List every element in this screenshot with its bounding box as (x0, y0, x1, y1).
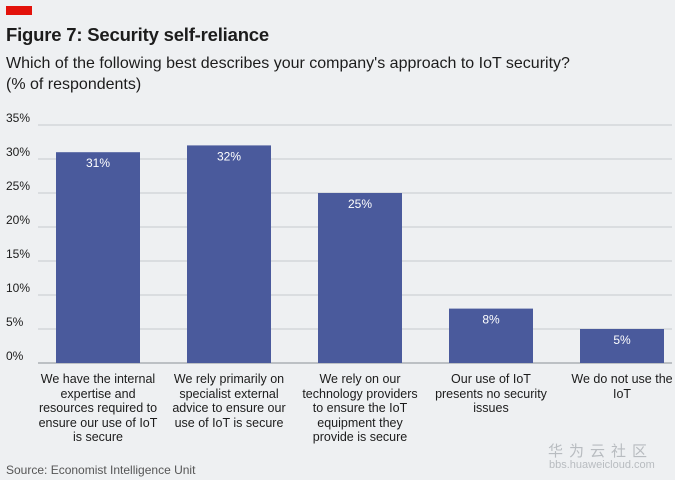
bar (449, 308, 533, 363)
bar (187, 145, 271, 363)
x-category-label: We rely primarily on specialist external a… (169, 372, 289, 430)
bar (580, 329, 664, 363)
x-category-label-line: We rely on our (319, 372, 401, 386)
x-category-label-line: to ensure the IoT (312, 401, 408, 415)
x-category-label-line: technology providers (302, 386, 418, 401)
x-category-label-line: resources required to (38, 401, 158, 415)
y-tick-label: 5% (6, 315, 24, 329)
y-tick-label: 35% (6, 111, 30, 125)
x-category-label-line: use of IoT is secure (174, 415, 284, 430)
x-category-label-line: is secure (72, 430, 124, 444)
x-category-label-line: equipment they (317, 415, 403, 430)
watermark-url: bbs.huaweicloud.com (549, 459, 655, 471)
watermark-chinese: 华为云社区 (548, 443, 654, 460)
bar (318, 193, 402, 363)
y-tick-label: 15% (6, 247, 30, 261)
bar-value-label: 31% (86, 156, 110, 170)
bar-value-label: 5% (613, 333, 631, 347)
x-category-label-line: We rely primarily on (173, 372, 285, 386)
y-tick-label: 25% (6, 179, 30, 193)
bar-value-label: 8% (482, 313, 500, 327)
x-category-label-line: ensure our use of IoT (38, 415, 158, 430)
chart-units: (% of respondents) (6, 76, 142, 93)
bar (56, 152, 140, 363)
x-category-label-line: specialist external (179, 386, 279, 401)
source-note: Source: Economist Intelligence Unit (6, 463, 196, 477)
x-category-label: We do not use the IoT (562, 372, 675, 401)
bar-value-label: 32% (217, 149, 241, 163)
x-category-label-line: issues (473, 401, 509, 415)
x-category-label: We have the internal expertise and resourc… (38, 372, 158, 445)
x-category-label: Our use of IoT presents no security issues (431, 372, 551, 416)
x-category-label-line: advice to ensure our (172, 401, 286, 415)
chart-title: Figure 7: Security self-reliance (6, 24, 269, 45)
y-tick-label: 10% (6, 281, 30, 295)
x-category-label-line: We have the internal (40, 372, 156, 386)
bar-value-label: 25% (348, 197, 372, 211)
chart-subtitle: Which of the following best describes yo… (6, 53, 666, 95)
brand-accent-tab (6, 6, 32, 15)
y-tick-label: 20% (6, 213, 30, 227)
x-category-label-line: expertise and (60, 386, 136, 401)
x-category-label: We rely on our technology providers to ens… (300, 372, 420, 445)
x-category-label-line: We do not use the (571, 372, 673, 386)
y-tick-label: 0% (6, 349, 24, 363)
x-category-label-line: IoT (612, 386, 632, 401)
chart-question: Which of the following best describes yo… (6, 55, 570, 72)
x-category-label-line: Our use of IoT (451, 372, 531, 386)
x-category-label-line: provide is secure (312, 430, 408, 444)
y-tick-label: 30% (6, 145, 30, 159)
x-category-label-line: presents no security (435, 386, 547, 401)
